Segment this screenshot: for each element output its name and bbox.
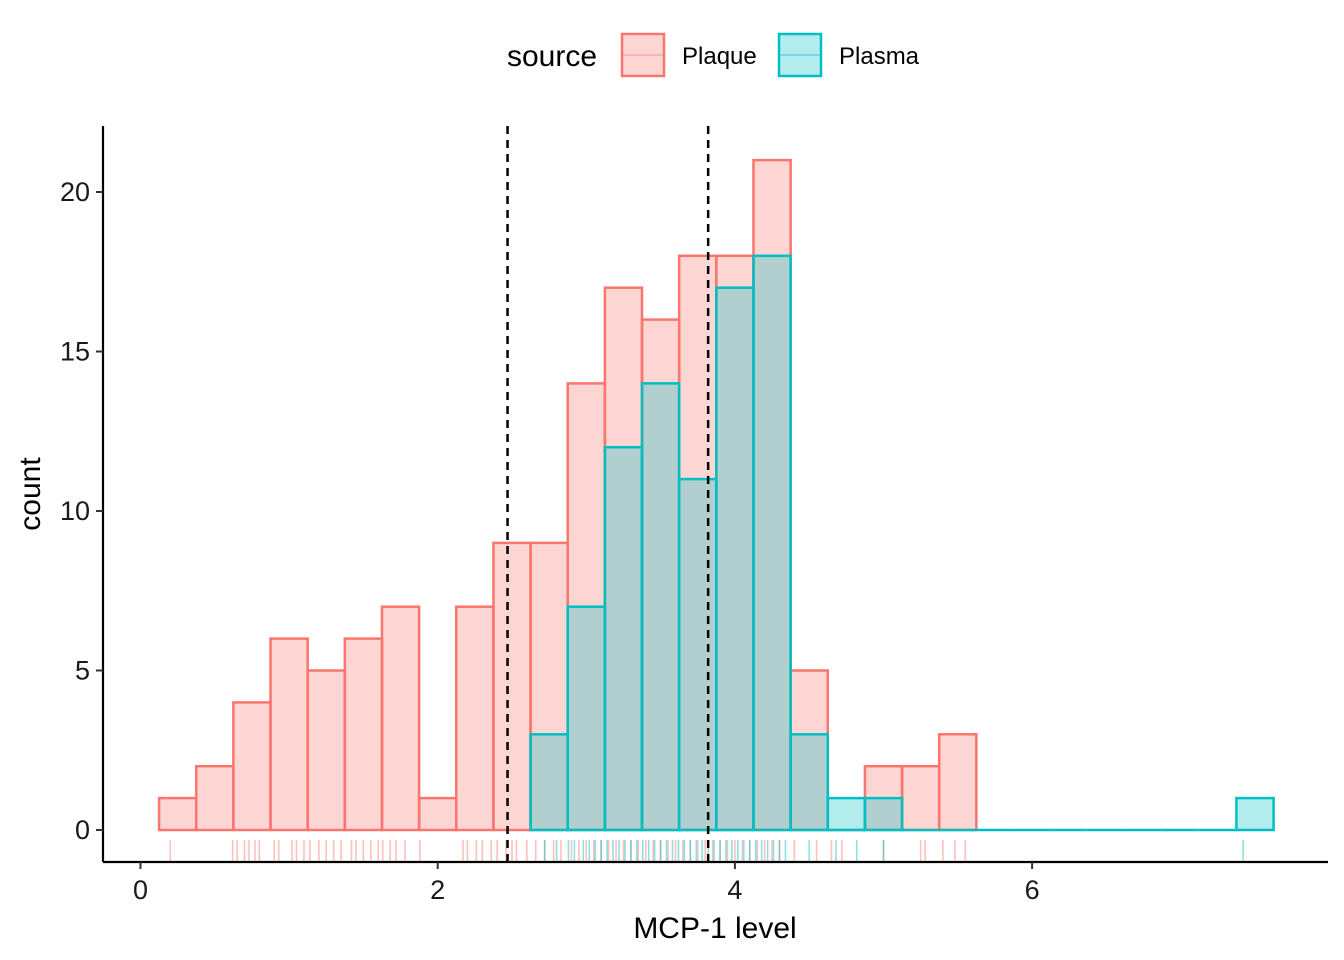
bar-plaque-9 [492,541,532,832]
plot-area [157,126,1275,862]
x-tick-label-0: 0 [133,875,148,905]
legend: source Plaque Plasma [507,32,920,78]
legend-key-plasma [777,32,823,78]
x-tick-label-2: 2 [430,875,445,905]
bar-plaque-3 [269,637,309,832]
bar-plasma-18 [826,796,867,832]
legend-title: source [507,40,597,73]
bar-plasma-16 [752,254,792,832]
bar-plasma-29 [1235,796,1275,832]
y-tick-label-20: 20 [60,177,90,207]
y-tick-label-10: 10 [60,496,90,526]
bar-plaque-21 [937,733,978,832]
y-tick-label-5: 5 [75,656,90,686]
bar-plasma-17 [789,733,830,832]
rug-marks [169,840,1244,862]
y-axis-title: count [14,457,47,531]
y-axis-ticks: 0 5 10 15 20 [60,177,103,845]
bar-plasma-19 [863,796,904,832]
bar-plaque-12 [603,286,644,832]
x-tick-label-6: 6 [1025,875,1040,905]
x-axis-ticks: 0 2 4 6 [133,862,1040,905]
legend-label-plasma: Plasma [839,43,920,70]
bar-plaque-20 [900,764,941,832]
legend-label-plaque: Plaque [682,43,757,70]
bar-plaque-0 [157,796,198,832]
bars-plasma [529,254,1275,832]
x-tick-label-4: 4 [727,875,742,905]
bar-plasma-11 [566,605,607,832]
reference-lines [506,126,710,862]
x-axis-title: MCP-1 level [633,912,796,945]
bar-plasma-12 [603,445,644,832]
y-tick-label-15: 15 [60,337,90,367]
bar-plasma-14 [677,477,718,832]
bar-plasma-15 [715,286,755,832]
bar-plaque-5 [343,637,384,832]
bar-plaque-7 [417,796,458,832]
bar-plasma-10 [529,733,569,832]
bar-plasma-13 [640,382,681,832]
y-tick-label-0: 0 [75,815,90,845]
bar-plaque-2 [232,701,272,832]
bar-plaque-8 [455,605,495,832]
bar-plaque-1 [194,764,235,832]
legend-key-plaque [620,32,666,78]
bar-plaque-6 [380,605,421,832]
bar-plaque-4 [306,669,347,832]
